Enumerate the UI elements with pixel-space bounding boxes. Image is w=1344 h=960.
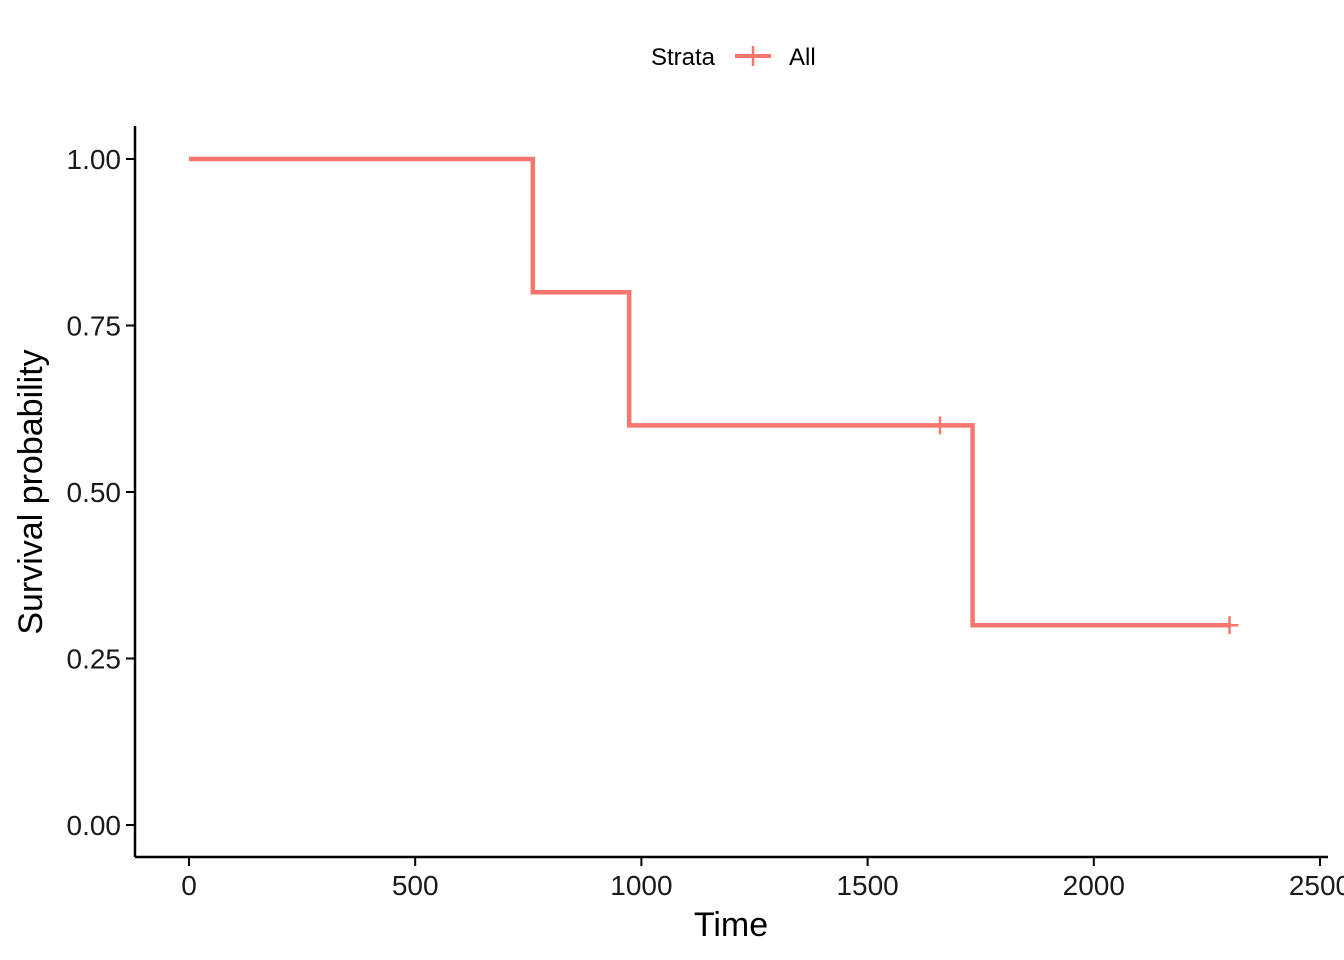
censor-mark xyxy=(1220,616,1239,635)
y-tick-label: 0.75 xyxy=(67,311,122,342)
x-tick-label: 1000 xyxy=(610,870,672,901)
legend-title: Strata xyxy=(651,44,716,71)
y-axis-title: Survival probability xyxy=(12,349,50,634)
x-tick-label: 2000 xyxy=(1063,870,1125,901)
x-tick-label: 0 xyxy=(181,870,197,901)
legend-entry-all: All xyxy=(789,44,816,71)
y-ticks: 0.00 0.25 0.50 0.75 1.00 xyxy=(67,144,135,841)
y-tick-label: 1.00 xyxy=(67,144,122,175)
x-axis-title: Time xyxy=(694,906,768,944)
x-tick-label: 500 xyxy=(392,870,439,901)
x-tick-label: 1500 xyxy=(836,870,898,901)
series-layer xyxy=(189,156,1239,635)
y-tick-label: 0.50 xyxy=(67,477,122,508)
x-ticks: 0 500 1000 1500 2000 2500 xyxy=(181,857,1344,901)
y-tick-label: 0.25 xyxy=(67,644,122,675)
censor-mark xyxy=(930,416,949,435)
legend: Strata All xyxy=(651,44,816,71)
survival-curve-all xyxy=(189,156,1230,628)
axes xyxy=(133,126,1328,859)
x-tick-label: 2500 xyxy=(1289,870,1344,901)
y-tick-label: 0.00 xyxy=(67,810,122,841)
